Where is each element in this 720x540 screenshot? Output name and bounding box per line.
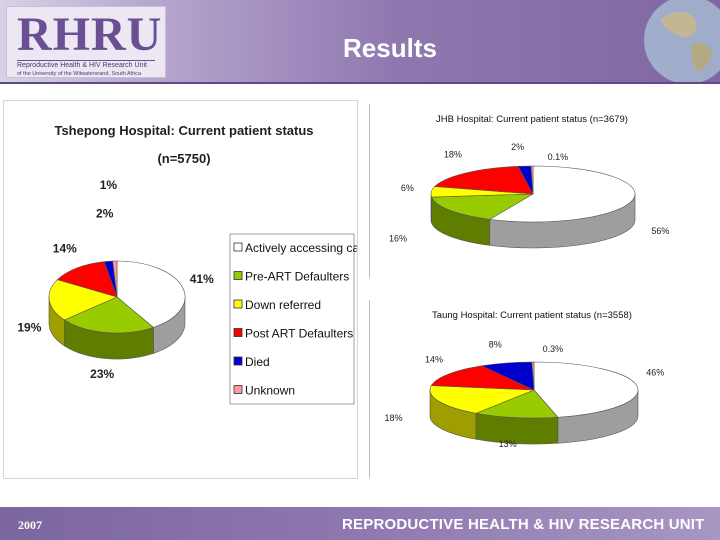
data-label-0: 46%	[646, 368, 664, 378]
legend-swatch-2	[233, 299, 243, 309]
footer-organization: REPRODUCTIVE HEALTH & HIV RESEARCH UNIT	[342, 516, 705, 533]
logo-rule	[17, 60, 155, 61]
data-label-1: 13%	[499, 439, 517, 449]
pie-slice-1	[474, 389, 559, 419]
data-label-5: 0.1%	[548, 152, 569, 162]
legend-label-5: Unknown	[245, 384, 295, 398]
pie-slice-1	[63, 296, 155, 334]
pie-slice-0	[533, 361, 639, 418]
legend-label-3: Post ART Defaulters	[245, 327, 353, 341]
pie-slice-3	[56, 261, 118, 298]
chart-title: Tshepong Hospital: Current patient statu…	[54, 123, 313, 138]
data-label-4: 8%	[489, 339, 502, 349]
pie-slice-0	[488, 165, 636, 223]
pie-slice-1	[431, 193, 534, 220]
chart-title: Taung Hospital: Current patient status (…	[432, 310, 632, 321]
legend-swatch-4	[233, 356, 243, 366]
data-label-2: 18%	[384, 413, 402, 423]
data-label-2: 19%	[17, 320, 41, 334]
legend-box	[229, 233, 355, 405]
data-label-4: 2%	[511, 142, 524, 152]
legend-swatch-1	[233, 271, 243, 280]
data-label-3: 14%	[425, 354, 443, 364]
legend-label-4: Died	[245, 355, 270, 369]
chart-legend: Actively accessing care Pre-ART Defaulter…	[229, 233, 370, 405]
data-label-2: 6%	[401, 183, 414, 193]
data-label-3: 18%	[444, 150, 462, 160]
pie-slice-3	[434, 165, 534, 195]
data-label-0: 56%	[651, 226, 669, 236]
data-label-4: 2%	[96, 206, 114, 220]
logo-subtitle: Reproductive Health & HIV Research Unit	[17, 62, 147, 69]
data-label-1: 16%	[389, 234, 407, 244]
slide-title: Results	[343, 33, 437, 63]
tshepong-pie-chart: Tshepong Hospital: Current patient statu…	[17, 123, 370, 405]
rhru-logo: RHRU Reproductive Health & HIV Research …	[6, 6, 166, 78]
pie-group: 41% 23% 19% 14% 2% 1%	[17, 178, 214, 381]
data-label-1: 23%	[90, 367, 114, 381]
legend-swatch-3	[233, 328, 243, 337]
pie-slice-5	[530, 165, 534, 195]
legend-label-1: Pre-ART Defaulters	[245, 270, 349, 284]
chart-title: JHB Hospital: Current patient status (n=…	[436, 114, 628, 125]
legend-swatch-5	[233, 385, 243, 394]
chart-subtitle: (n=5750)	[157, 151, 210, 166]
data-label-0: 41%	[190, 272, 214, 286]
pie-group: 46% 13% 18% 14% 8% 0.3%	[384, 339, 664, 449]
data-label-5: 1%	[100, 178, 118, 192]
data-label-5: 0.3%	[543, 344, 564, 354]
tshepong-chart-panel: Tshepong Hospital: Current patient statu…	[3, 100, 370, 479]
pie-slice-2	[48, 279, 118, 321]
legend-swatch-0	[233, 242, 243, 252]
pie-slice-5	[531, 361, 535, 391]
pie-slice-2	[429, 385, 535, 414]
jhb-pie-chart: JHB Hospital: Current patient status (n=…	[389, 114, 669, 249]
data-label-3: 14%	[53, 242, 77, 256]
jhb-chart-panel: JHB Hospital: Current patient status (n=…	[369, 104, 700, 278]
pie-slice-5	[112, 260, 118, 298]
logo-affiliation: of the University of the Witwatersrand, …	[17, 71, 142, 77]
header-divider	[0, 82, 720, 84]
slide-footer	[0, 507, 720, 540]
legend-label-0: Actively accessing care	[245, 241, 357, 255]
footer-year: 2007	[18, 518, 42, 532]
pie-group: 56% 16% 6% 18% 2% 0.1%	[389, 142, 669, 249]
legend-label-2: Down referred	[245, 298, 321, 312]
taung-pie-chart: Taung Hospital: Current patient status (…	[384, 310, 664, 449]
logo-text: RHRU	[17, 8, 163, 61]
globe-image	[644, 0, 720, 82]
pie-slice-3	[430, 365, 535, 391]
taung-chart-panel: Taung Hospital: Current patient status (…	[369, 300, 700, 478]
